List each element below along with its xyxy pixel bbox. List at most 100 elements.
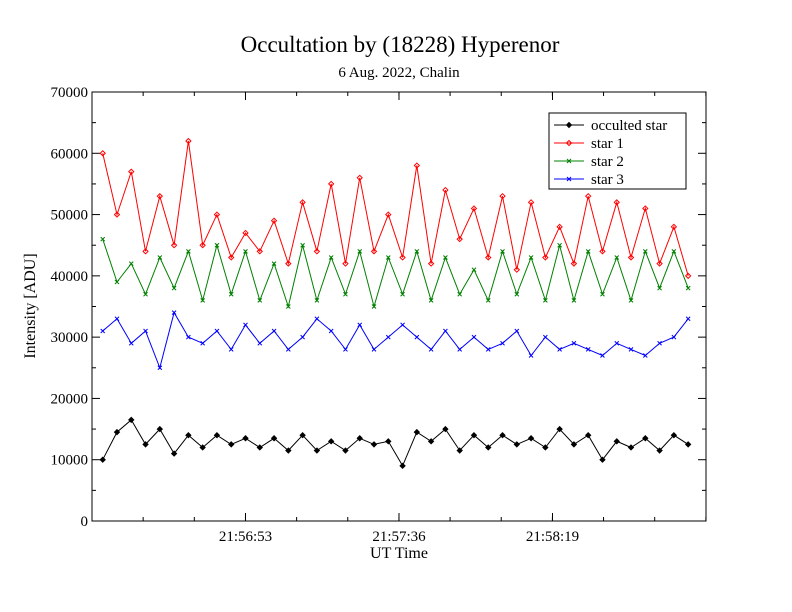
data-point-occulted-star [470, 431, 478, 439]
data-point-occulted-star [570, 441, 578, 448]
data-point-star-2 [600, 291, 605, 297]
data-point-star-2 [628, 298, 634, 303]
data-point-occulted-star [642, 435, 649, 442]
data-point-occulted-star [313, 447, 321, 454]
data-point-occulted-star [156, 425, 164, 433]
data-point-star-3 [685, 316, 691, 322]
series-occulted-star [99, 416, 692, 470]
data-point-star-1 [270, 217, 278, 224]
data-point-occulted-star [256, 444, 263, 451]
data-point-star-3 [557, 347, 562, 352]
data-point-occulted-star [370, 441, 378, 448]
data-point-star-2 [443, 255, 448, 260]
data-point-star-1 [499, 192, 506, 200]
data-point-star-1 [513, 266, 521, 273]
data-point-star-2 [100, 236, 106, 242]
data-point-star-2 [200, 298, 206, 303]
data-point-occulted-star [656, 447, 663, 454]
x-tick-label: 21:56:53 [219, 529, 272, 545]
data-point-star-3 [328, 328, 334, 334]
data-point-occulted-star [542, 444, 549, 451]
data-point-star-1 [570, 260, 578, 267]
data-point-star-2 [371, 304, 377, 309]
data-point-star-3 [614, 340, 620, 346]
data-point-star-3 [457, 347, 463, 352]
data-point-star-2 [328, 255, 334, 260]
data-point-occulted-star [170, 450, 178, 457]
y-axis: 0 10000 20000 30000 40000 50000 60000 70000 [51, 85, 706, 530]
data-point-star-1 [485, 254, 492, 261]
data-point-star-3 [400, 322, 405, 328]
data-point-star-2 [285, 304, 291, 309]
data-point-occulted-star [228, 441, 235, 448]
data-point-star-2 [642, 248, 648, 254]
data-point-star-3 [314, 316, 320, 322]
data-point-star-1 [356, 174, 363, 182]
data-point-occulted-star [270, 435, 278, 442]
legend-marker-occulted-star [565, 121, 573, 129]
data-point-occulted-star [385, 438, 392, 445]
data-point-star-3 [500, 340, 505, 346]
x-axis: 21:56:53 21:57:36 21:58:19 [91, 92, 707, 545]
data-point-star-3 [514, 328, 520, 334]
legend-marker-star-3 [566, 176, 572, 182]
data-point-star-1 [456, 235, 463, 243]
data-point-star-3 [214, 328, 220, 334]
data-point-occulted-star [185, 431, 192, 439]
y-tick-label: 70000 [51, 85, 89, 101]
data-point-star-3 [600, 353, 605, 358]
series-line-star-1 [102, 140, 689, 277]
data-point-star-3 [343, 347, 348, 352]
y-tick-label: 20000 [51, 391, 89, 407]
legend-marker-star-1 [565, 139, 573, 147]
data-point-occulted-star [213, 431, 221, 439]
data-point-star-1 [385, 211, 392, 218]
data-point-star-1 [285, 260, 292, 267]
data-point-star-2 [214, 242, 220, 248]
data-point-star-2 [357, 248, 363, 254]
data-point-occulted-star [128, 416, 135, 424]
data-point-star-2 [257, 298, 263, 303]
data-point-occulted-star [427, 438, 435, 445]
data-point-star-1 [413, 162, 421, 169]
data-point-star-2 [143, 291, 148, 297]
x-tick-label: 21:57:36 [372, 529, 426, 545]
data-point-star-1 [228, 254, 235, 261]
data-point-star-1 [256, 248, 263, 255]
data-point-occulted-star [456, 447, 463, 454]
data-point-star-1 [470, 205, 478, 212]
data-point-star-2 [485, 298, 491, 303]
series-line-occulted-star [102, 419, 689, 467]
data-point-occulted-star [199, 444, 206, 451]
series-star-1 [99, 137, 692, 280]
data-point-occulted-star [113, 428, 121, 436]
data-point-star-1 [556, 223, 563, 231]
data-point-star-3 [628, 347, 634, 352]
data-point-star-2 [614, 255, 620, 260]
data-point-star-1 [370, 248, 378, 255]
data-point-star-2 [186, 248, 191, 254]
legend-box [548, 112, 687, 190]
data-point-star-3 [157, 365, 163, 371]
legend-label-star-2: star 2 [591, 154, 624, 170]
data-point-occulted-star [285, 447, 292, 454]
data-point-star-1 [185, 137, 192, 145]
data-point-star-3 [414, 334, 420, 340]
data-point-occulted-star [485, 444, 492, 451]
legend-label-occulted-star: occulted star [591, 118, 667, 134]
y-axis-label: Intensity [ADU] [22, 253, 39, 358]
data-point-star-1 [156, 192, 164, 200]
data-point-star-1 [399, 254, 406, 261]
data-point-star-3 [571, 340, 577, 346]
data-point-occulted-star [356, 435, 363, 442]
data-point-star-2 [471, 267, 477, 273]
data-point-star-2 [171, 285, 177, 291]
data-point-star-2 [228, 291, 234, 297]
data-point-star-2 [128, 261, 134, 266]
series-star-3 [100, 310, 691, 371]
data-point-occulted-star [627, 444, 635, 451]
data-point-occulted-star [142, 441, 149, 448]
data-point-star-2 [528, 255, 534, 260]
data-point-occulted-star [513, 441, 521, 448]
